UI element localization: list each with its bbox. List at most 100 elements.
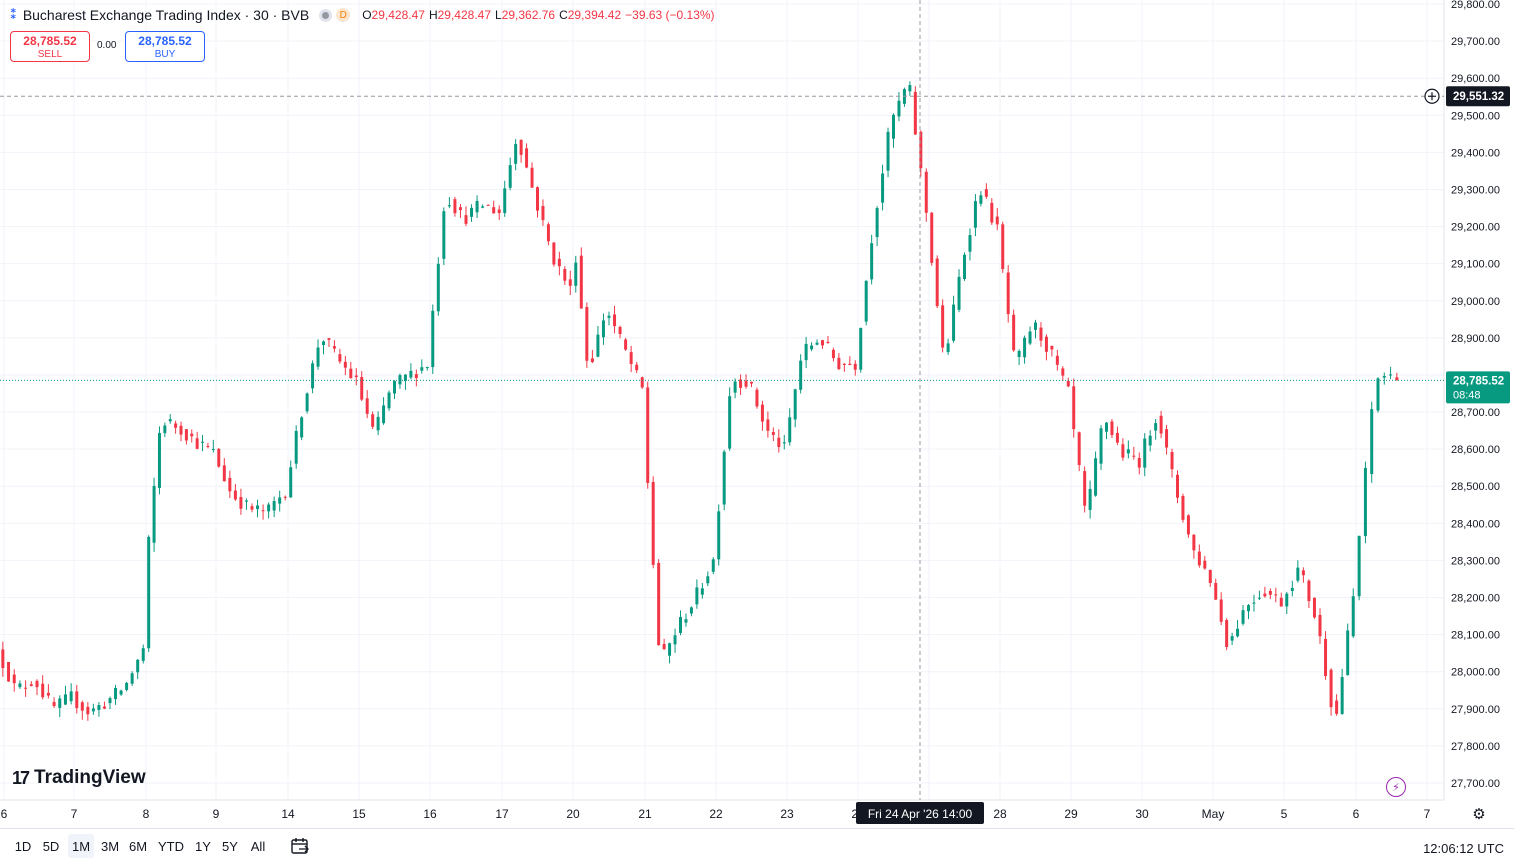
calendar-icon[interactable] — [290, 837, 310, 855]
candle — [782, 434, 786, 450]
utc-clock[interactable]: 12:06:12 UTC — [1423, 841, 1504, 856]
candle — [1208, 569, 1212, 587]
candle — [475, 195, 479, 219]
candle — [447, 197, 451, 209]
candle — [425, 366, 429, 371]
candle — [1066, 377, 1070, 388]
candle — [875, 206, 879, 247]
candle — [919, 130, 923, 177]
candle — [409, 363, 413, 380]
ohlc-high: H29,428.47 — [428, 8, 491, 22]
range-1d[interactable]: 1D — [14, 838, 32, 854]
candle — [1329, 668, 1333, 716]
candle — [728, 387, 732, 451]
y-tick-label: 28,400.00 — [1451, 518, 1500, 530]
candle — [935, 255, 939, 309]
crosshair-time-label: Fri 24 Apr '26 14:00 — [856, 802, 984, 824]
candle — [114, 684, 118, 705]
candle — [436, 257, 440, 316]
candle — [1050, 345, 1054, 357]
candle — [673, 628, 677, 653]
sell-button[interactable]: 28,785.52 SELL — [10, 31, 90, 62]
candle — [1318, 608, 1322, 644]
tradingview-logo[interactable]: 17 TradingView — [12, 767, 146, 789]
candle — [870, 234, 874, 285]
candle — [826, 335, 830, 344]
candle — [968, 228, 972, 261]
x-tick-label: 6 — [1, 807, 8, 821]
candle — [470, 204, 474, 222]
candle — [777, 429, 781, 453]
candle — [700, 583, 704, 599]
y-tick-label: 28,500.00 — [1451, 481, 1500, 493]
y-tick-label: 28,000.00 — [1451, 667, 1500, 679]
candle — [1126, 440, 1130, 459]
candle — [376, 411, 380, 436]
candle — [1023, 335, 1027, 364]
bar-countdown: 08:48 — [1453, 389, 1481, 401]
candle — [343, 355, 347, 376]
x-tick-label: 23 — [780, 807, 794, 821]
candle — [46, 684, 50, 699]
candle — [519, 139, 523, 163]
candle — [788, 408, 792, 446]
candle — [267, 502, 271, 519]
candle — [332, 340, 336, 353]
candle — [322, 340, 325, 355]
candle — [195, 431, 199, 450]
candle — [864, 280, 868, 326]
candle — [108, 696, 112, 710]
price-chart[interactable]: 27,700.00 27,800.00 27,900.00 28,000.00 28,1… — [0, 0, 1514, 828]
add-alert-icon[interactable] — [1424, 88, 1440, 104]
range-5d[interactable]: 5D — [42, 838, 60, 854]
delayed-data-badge[interactable]: D — [336, 8, 351, 22]
candle — [881, 164, 885, 211]
candle — [1370, 401, 1374, 483]
candle — [651, 476, 655, 569]
x-tick-label: 30 — [1135, 807, 1149, 821]
candle — [924, 168, 928, 222]
candle — [1028, 326, 1032, 346]
gear-icon[interactable]: ⚙ — [1472, 806, 1486, 823]
candle — [618, 325, 622, 339]
candle — [41, 675, 45, 700]
candle — [563, 266, 567, 285]
candle — [464, 206, 468, 227]
candle — [1176, 470, 1179, 504]
range-6m[interactable]: 6M — [128, 838, 148, 854]
candle — [179, 421, 183, 442]
candle — [294, 425, 298, 469]
market-status-icon[interactable] — [319, 8, 333, 22]
range-5y[interactable]: 5Y — [222, 838, 238, 854]
range-1y[interactable]: 1Y — [195, 838, 211, 854]
range-1m[interactable]: 1M — [68, 834, 94, 858]
candle — [815, 339, 819, 346]
y-tick-label: 28,600.00 — [1451, 444, 1500, 456]
crosshair-price-label: 29,551.32 — [1446, 86, 1510, 107]
buy-button[interactable]: 28,785.52 BUY — [125, 31, 205, 62]
candle — [1154, 419, 1158, 440]
candle — [102, 701, 106, 710]
candle — [1165, 424, 1169, 455]
range-ytd[interactable]: YTD — [158, 838, 184, 854]
lightning-icon[interactable]: ⚡ — [1386, 777, 1406, 797]
x-tick-label: 6 — [1353, 807, 1360, 821]
x-tick-label: 20 — [566, 807, 580, 821]
y-tick-label: 28,100.00 — [1451, 630, 1500, 642]
symbol-title[interactable]: Bucharest Exchange Trading Index · 30 · … — [22, 7, 310, 23]
candle — [662, 638, 666, 651]
x-tick-label: 28 — [993, 807, 1007, 821]
candle — [984, 183, 988, 199]
y-tick-label: 27,800.00 — [1451, 741, 1500, 753]
candle — [1274, 587, 1278, 603]
range-3m[interactable]: 3M — [100, 838, 120, 854]
candle — [679, 610, 682, 636]
candle — [1230, 632, 1234, 646]
buy-price: 28,785.52 — [138, 34, 192, 48]
candle — [327, 337, 331, 347]
logo-text: TradingView — [34, 767, 146, 788]
range-all[interactable]: All — [250, 838, 266, 854]
candle — [557, 251, 561, 276]
candle — [382, 397, 386, 425]
candle — [771, 427, 775, 442]
